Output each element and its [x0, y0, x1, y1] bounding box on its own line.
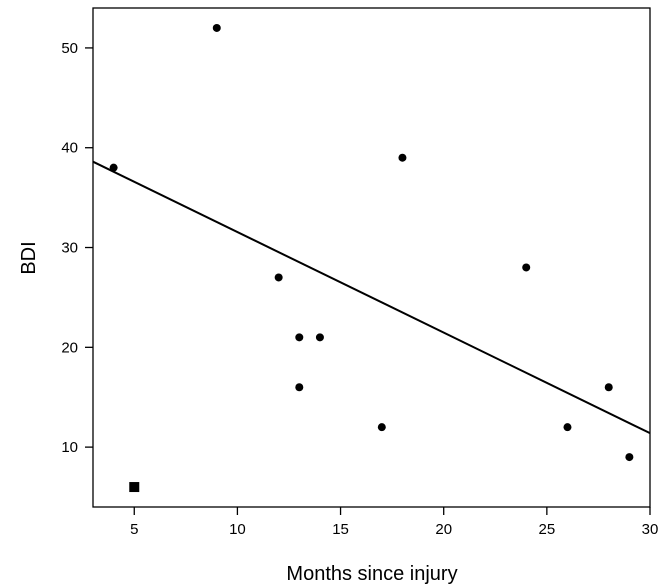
plot-frame [92, 7, 651, 508]
data-point [604, 383, 613, 392]
data-point [625, 453, 634, 462]
data-point [398, 153, 407, 162]
data-point [295, 383, 304, 392]
data-point [522, 263, 531, 272]
y-tick-label: 40 [61, 140, 78, 157]
data-point [295, 333, 304, 342]
y-axis: 10 20 30 40 50 [61, 40, 93, 456]
data-point [563, 423, 572, 432]
x-tick-label: 25 [539, 521, 556, 538]
y-tick-label: 30 [61, 240, 78, 257]
y-axis-title: BDI [18, 241, 40, 274]
x-tick-label: 15 [332, 521, 349, 538]
y-tick-label: 10 [61, 439, 78, 456]
y-tick-label: 50 [61, 40, 78, 57]
x-tick-label: 5 [130, 521, 138, 538]
data-point [109, 163, 118, 172]
regression-line [92, 160, 651, 435]
data-point-square [129, 482, 140, 493]
y-tick-label: 20 [61, 339, 78, 356]
x-tick-label: 20 [435, 521, 452, 538]
data-point [315, 333, 324, 342]
data-point [274, 273, 283, 282]
x-axis-title: Months since injury [286, 563, 457, 585]
data-point [377, 423, 386, 432]
x-tick-label: 30 [642, 521, 658, 538]
data-points [109, 23, 634, 493]
x-tick-label: 10 [229, 521, 246, 538]
x-axis: 5 10 15 20 25 30 [130, 507, 658, 538]
data-point [212, 23, 221, 32]
